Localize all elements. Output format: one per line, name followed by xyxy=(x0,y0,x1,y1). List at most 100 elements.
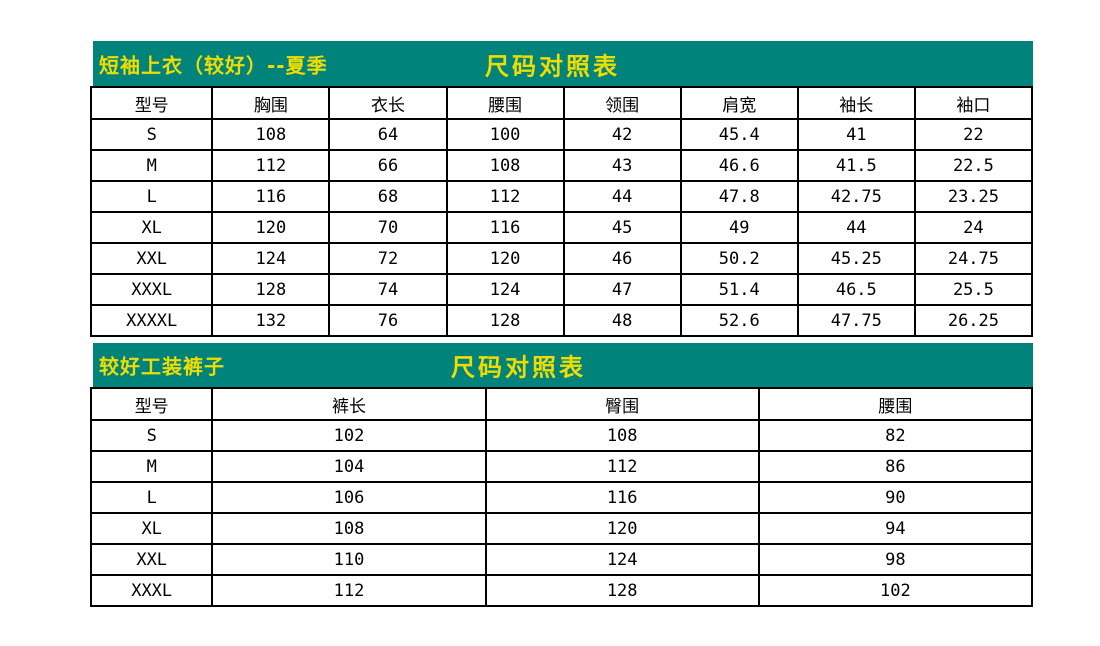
column-header: 裤长 xyxy=(211,387,487,421)
column-header: 衣长 xyxy=(328,86,448,120)
measurement-cell: 47 xyxy=(562,273,682,306)
measurement-cell: 102 xyxy=(757,574,1034,607)
measurement-cell: 47.8 xyxy=(679,180,799,213)
measurement-cell: 94 xyxy=(757,512,1034,545)
measurement-cell: 68 xyxy=(328,180,448,213)
column-header: 型号 xyxy=(89,86,214,120)
measurement-cell: 110 xyxy=(211,543,487,576)
measurement-cell: 46 xyxy=(562,242,682,275)
measurement-cell: 108 xyxy=(211,118,331,151)
measurement-cell: 41 xyxy=(796,118,916,151)
measurement-cell: 23.25 xyxy=(913,180,1034,213)
measurement-cell: 116 xyxy=(211,180,331,213)
header-row: 型号 胸围 衣长 腰围 领围 肩宽 袖长 袖口 xyxy=(89,86,1034,120)
size-label-cell: S xyxy=(89,419,214,452)
measurement-cell: 124 xyxy=(484,543,760,576)
measurement-cell: 42.75 xyxy=(796,180,916,213)
shirt-table-title: 短袖上衣（较好）--夏季 xyxy=(99,53,328,77)
table-row: S 102 108 82 xyxy=(89,419,1034,452)
table-row: XXL 124 72 120 46 50.2 45.25 24.75 xyxy=(89,242,1034,275)
measurement-cell: 22 xyxy=(913,118,1034,151)
measurement-cell: 90 xyxy=(757,481,1034,514)
table-row: S 108 64 100 42 45.4 41 22 xyxy=(89,118,1034,151)
size-label-cell: S xyxy=(89,118,214,151)
shirt-title-bar: 短袖上衣（较好）--夏季 尺码对照表 xyxy=(93,41,1033,86)
column-header: 型号 xyxy=(89,387,214,421)
table-row: L 106 116 90 xyxy=(89,481,1034,514)
measurement-cell: 72 xyxy=(328,242,448,275)
measurement-cell: 43 xyxy=(562,149,682,182)
column-header: 腰围 xyxy=(445,86,565,120)
measurement-cell: 112 xyxy=(445,180,565,213)
size-label-cell: XL xyxy=(89,211,214,244)
measurement-cell: 116 xyxy=(484,481,760,514)
column-header: 胸围 xyxy=(211,86,331,120)
measurement-cell: 45.25 xyxy=(796,242,916,275)
measurement-cell: 124 xyxy=(445,273,565,306)
size-label-cell: XXL xyxy=(89,543,214,576)
measurement-cell: 82 xyxy=(757,419,1034,452)
measurement-cell: 44 xyxy=(796,211,916,244)
table-row: XXL 110 124 98 xyxy=(89,543,1034,576)
measurement-cell: 112 xyxy=(484,450,760,483)
measurement-cell: 66 xyxy=(328,149,448,182)
measurement-cell: 25.5 xyxy=(913,273,1034,306)
header-row: 型号 裤长 臀围 腰围 xyxy=(89,387,1034,421)
measurement-cell: 48 xyxy=(562,304,682,337)
measurement-cell: 64 xyxy=(328,118,448,151)
pants-size-section: 较好工装裤子 尺码对照表 型号 裤长 臀围 腰围 S 102 108 82 M 104 112 86 L… xyxy=(89,343,1034,607)
table-row: L 116 68 112 44 47.8 42.75 23.25 xyxy=(89,180,1034,213)
measurement-cell: 51.4 xyxy=(679,273,799,306)
measurement-cell: 52.6 xyxy=(679,304,799,337)
measurement-cell: 112 xyxy=(211,149,331,182)
measurement-cell: 49 xyxy=(679,211,799,244)
size-label-cell: XXXL xyxy=(89,574,214,607)
measurement-cell: 46.5 xyxy=(796,273,916,306)
size-label-cell: XXL xyxy=(89,242,214,275)
size-label-cell: L xyxy=(89,180,214,213)
measurement-cell: 116 xyxy=(445,211,565,244)
measurement-cell: 44 xyxy=(562,180,682,213)
measurement-cell: 26.25 xyxy=(913,304,1034,337)
measurement-cell: 24 xyxy=(913,211,1034,244)
table-row: XXXXL 132 76 128 48 52.6 47.75 26.25 xyxy=(89,304,1034,337)
measurement-cell: 106 xyxy=(211,481,487,514)
measurement-cell: 128 xyxy=(445,304,565,337)
column-header: 腰围 xyxy=(757,387,1034,421)
measurement-cell: 76 xyxy=(328,304,448,337)
size-label-cell: M xyxy=(89,450,214,483)
measurement-cell: 45 xyxy=(562,211,682,244)
size-chart-page: 短袖上衣（较好）--夏季 尺码对照表 型号 胸围 衣长 腰围 领围 肩宽 袖长 袖口 S 108 6… xyxy=(89,41,1034,607)
measurement-cell: 74 xyxy=(328,273,448,306)
measurement-cell: 70 xyxy=(328,211,448,244)
size-label-cell: XXXXL xyxy=(89,304,214,337)
measurement-cell: 50.2 xyxy=(679,242,799,275)
pants-table-title: 较好工装裤子 xyxy=(99,354,225,379)
size-label-cell: L xyxy=(89,481,214,514)
measurement-cell: 100 xyxy=(445,118,565,151)
measurement-cell: 132 xyxy=(211,304,331,337)
table-row: XL 108 120 94 xyxy=(89,512,1034,545)
measurement-cell: 102 xyxy=(211,419,487,452)
table-row: XL 120 70 116 45 49 44 24 xyxy=(89,211,1034,244)
measurement-cell: 22.5 xyxy=(913,149,1034,182)
pants-size-table: 型号 裤长 臀围 腰围 S 102 108 82 M 104 112 86 L 106 116 90 XL 108… xyxy=(89,387,1034,607)
shirt-size-section: 短袖上衣（较好）--夏季 尺码对照表 型号 胸围 衣长 腰围 领围 肩宽 袖长 袖口 S 108 6… xyxy=(89,41,1034,337)
column-header: 领围 xyxy=(562,86,682,120)
pants-table-subtitle: 尺码对照表 xyxy=(451,353,586,382)
size-label-cell: XXXL xyxy=(89,273,214,306)
measurement-cell: 98 xyxy=(757,543,1034,576)
size-label-cell: M xyxy=(89,149,214,182)
table-row: XXXL 112 128 102 xyxy=(89,574,1034,607)
measurement-cell: 24.75 xyxy=(913,242,1034,275)
measurement-cell: 108 xyxy=(211,512,487,545)
measurement-cell: 45.4 xyxy=(679,118,799,151)
measurement-cell: 120 xyxy=(211,211,331,244)
measurement-cell: 128 xyxy=(484,574,760,607)
measurement-cell: 41.5 xyxy=(796,149,916,182)
measurement-cell: 108 xyxy=(484,419,760,452)
measurement-cell: 120 xyxy=(445,242,565,275)
column-header: 臀围 xyxy=(484,387,760,421)
measurement-cell: 42 xyxy=(562,118,682,151)
measurement-cell: 46.6 xyxy=(679,149,799,182)
